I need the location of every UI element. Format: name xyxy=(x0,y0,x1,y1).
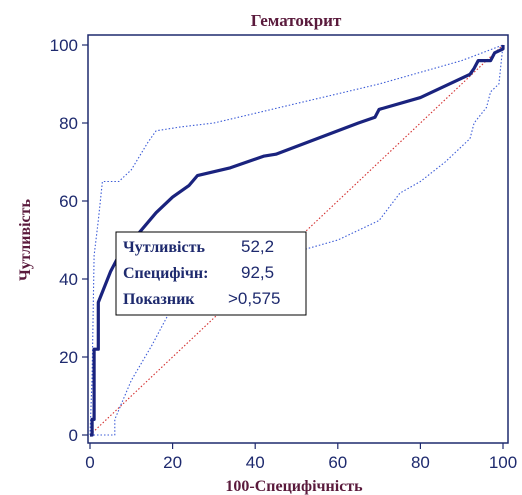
x-tick-label: 100 xyxy=(489,453,517,472)
y-tick-label: 40 xyxy=(59,270,78,289)
y-tick-label: 20 xyxy=(59,348,78,367)
x-tick-label: 60 xyxy=(328,453,347,472)
chart-title: Гематокрит xyxy=(251,11,342,30)
box-key-sensitivity: Чутливість xyxy=(123,239,205,256)
y-tick-label: 80 xyxy=(59,114,78,133)
box-value-sensitivity: 52,2 xyxy=(241,237,274,256)
operating-point-box: Чутливість 52,2 Специфічн: 92,5 Показник… xyxy=(115,231,307,316)
x-tick-label: 40 xyxy=(246,453,265,472)
operating-point-box-frame xyxy=(115,231,307,316)
upper-ci-line xyxy=(89,44,504,436)
y-tick-label: 60 xyxy=(59,192,78,211)
y-tick-label: 0 xyxy=(69,426,78,445)
box-value-specificity: 92,5 xyxy=(241,263,274,282)
box-key-criterion: Показник xyxy=(123,291,195,308)
x-tick-label: 80 xyxy=(411,453,430,472)
box-key-specificity: Специфічн: xyxy=(123,265,208,282)
plot-frame xyxy=(87,34,509,444)
x-tick-label: 0 xyxy=(85,453,94,472)
y-axis-label: Чутливість xyxy=(17,199,34,281)
roc-curve-line xyxy=(90,45,505,437)
y-axis: 0 20 40 60 80 100 xyxy=(50,36,88,445)
x-axis: 0 20 40 60 80 100 xyxy=(85,443,517,472)
box-value-criterion: >0,575 xyxy=(228,289,280,308)
y-tick-label: 100 xyxy=(50,36,78,55)
x-axis-label: 100-Специфічність xyxy=(225,478,363,495)
x-tick-label: 20 xyxy=(163,453,182,472)
